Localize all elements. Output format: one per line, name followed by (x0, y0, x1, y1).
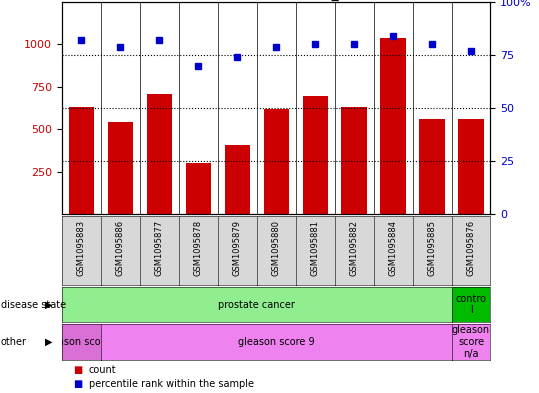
Bar (419, 119, 445, 214)
Bar (69, 107, 94, 214)
Bar (225, 145, 250, 214)
Text: count: count (89, 365, 116, 375)
Text: gleason
score
n/a: gleason score n/a (452, 325, 490, 358)
Text: GSM1095878: GSM1095878 (194, 220, 203, 276)
Text: GSM1095879: GSM1095879 (233, 220, 242, 275)
Bar (147, 94, 172, 214)
Text: gleason score 9: gleason score 9 (238, 337, 315, 347)
Bar (342, 107, 367, 214)
Title: GDS5072 / 218914_at: GDS5072 / 218914_at (200, 0, 353, 1)
Text: ■: ■ (73, 378, 82, 389)
Bar (381, 38, 406, 214)
Text: prostate cancer: prostate cancer (218, 299, 295, 310)
Text: GSM1095876: GSM1095876 (467, 220, 475, 276)
Text: GSM1095880: GSM1095880 (272, 220, 281, 275)
Text: other: other (1, 337, 26, 347)
Text: gleason score 8: gleason score 8 (43, 337, 120, 347)
Bar (108, 122, 133, 214)
Text: percentile rank within the sample: percentile rank within the sample (89, 378, 254, 389)
Bar (185, 163, 211, 214)
Text: GSM1095882: GSM1095882 (350, 220, 358, 275)
Text: ▶: ▶ (45, 337, 52, 347)
Text: ▶: ▶ (45, 299, 52, 310)
Text: GSM1095884: GSM1095884 (389, 220, 398, 275)
Bar (302, 96, 328, 214)
Bar (458, 119, 483, 214)
Text: GSM1095885: GSM1095885 (427, 220, 437, 275)
Text: disease state: disease state (1, 299, 66, 310)
Text: contro
l: contro l (455, 294, 487, 315)
Text: GSM1095881: GSM1095881 (310, 220, 320, 275)
Text: GSM1095877: GSM1095877 (155, 220, 164, 276)
Text: GSM1095883: GSM1095883 (77, 220, 86, 276)
Text: GSM1095886: GSM1095886 (116, 220, 125, 276)
Text: ■: ■ (73, 365, 82, 375)
Bar (264, 109, 289, 214)
